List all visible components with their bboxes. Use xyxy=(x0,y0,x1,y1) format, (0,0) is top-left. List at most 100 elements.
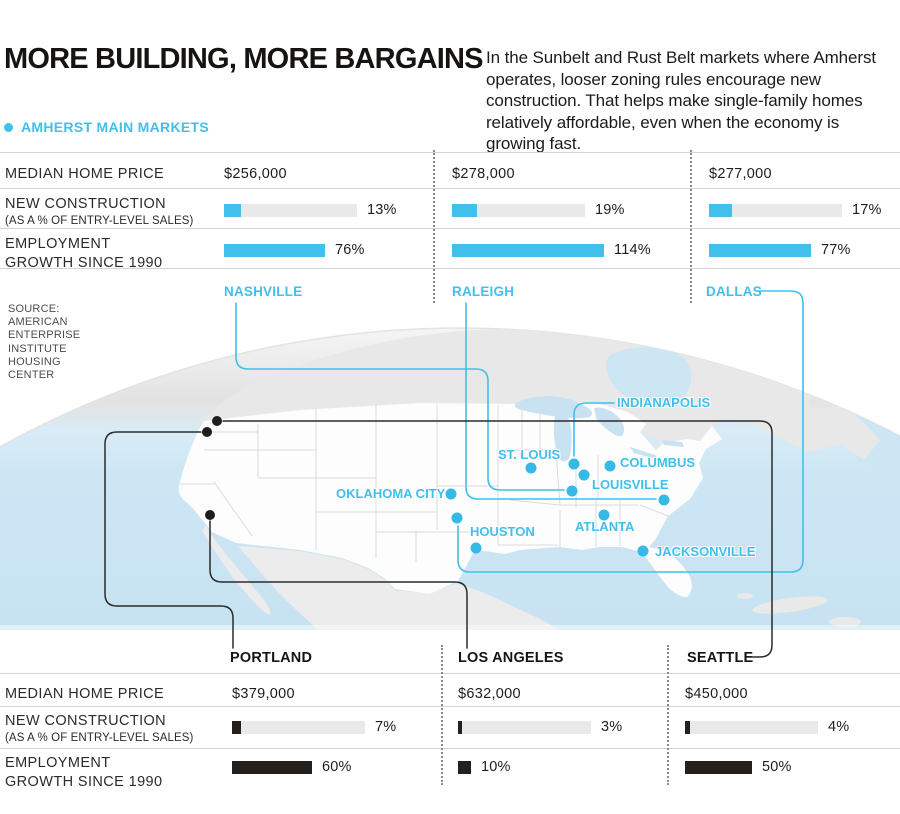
new-construction-bar-seattle: 4% xyxy=(685,719,849,735)
bar-fill xyxy=(709,203,732,217)
source-line: HOUSING xyxy=(8,355,61,368)
row-label-line: GROWTH SINCE 1990 xyxy=(5,255,163,271)
median-price-value: $277,000 xyxy=(709,166,772,182)
bar-fill xyxy=(458,760,471,774)
map-label-jacksonville: JACKSONVILLE xyxy=(655,544,756,559)
median-price-value: $256,000 xyxy=(224,166,287,182)
bar-value-label: 3% xyxy=(601,719,623,735)
divider-rule xyxy=(0,188,900,189)
new-construction-bar-nashville: 13% xyxy=(224,202,397,218)
bar-fill xyxy=(232,720,241,734)
arctic-island xyxy=(704,345,732,355)
source-line: AMERICAN xyxy=(8,316,68,329)
employment-growth-bar-seattle: 50% xyxy=(685,759,792,775)
row-label-line: EMPLOYMENT xyxy=(5,755,111,771)
bar-fill xyxy=(452,203,477,217)
employment-growth-bar-dallas: 77% xyxy=(709,242,851,258)
bar-value-label: 77% xyxy=(821,242,851,258)
median-price-value: $450,000 xyxy=(685,686,748,702)
new-construction-bar-dallas: 17% xyxy=(709,202,882,218)
bar-value-label: 4% xyxy=(828,719,850,735)
map-label-atlanta: ATLANTA xyxy=(575,519,635,534)
divider-rule xyxy=(0,152,900,153)
column-dotted-divider xyxy=(441,645,443,785)
column-dotted-divider xyxy=(667,645,669,785)
median-price-value: $278,000 xyxy=(452,166,515,182)
divider-rule xyxy=(0,228,900,229)
bar-track xyxy=(224,203,357,217)
bar-fill xyxy=(224,243,325,257)
column-dotted-divider xyxy=(433,150,435,303)
bar-value-label: 114% xyxy=(614,242,651,258)
bar-value-label: 13% xyxy=(367,202,397,218)
new-construction-bar-los-angeles: 3% xyxy=(458,719,622,735)
bar-fill xyxy=(232,760,312,774)
row-label-new-construction: NEW CONSTRUCTION (AS A % OF ENTRY-LEVEL … xyxy=(5,196,193,227)
row-label-median-price: MEDIAN HOME PRICE xyxy=(5,166,165,182)
row-label-subline: (AS A % OF ENTRY-LEVEL SALES) xyxy=(5,732,194,744)
legend-dot-icon xyxy=(4,122,13,132)
market-header-dallas: DALLAS xyxy=(706,284,762,299)
divider-rule xyxy=(0,268,900,269)
bar-fill xyxy=(685,760,752,774)
map-label-oklahoma-city: OKLAHOMA CITY xyxy=(336,486,446,501)
bar-track xyxy=(458,720,591,734)
divider-rule xyxy=(0,706,900,707)
bar-value-label: 17% xyxy=(852,202,882,218)
median-price-value: $632,000 xyxy=(458,686,521,702)
page-title: MORE BUILDING, MORE BARGAINS xyxy=(4,43,483,76)
bar-value-label: 19% xyxy=(595,202,625,218)
bar-value-label: 7% xyxy=(375,719,397,735)
employment-growth-bar-los-angeles: 10% xyxy=(458,759,511,775)
row-label-employment-growth: EMPLOYMENT GROWTH SINCE 1990 xyxy=(5,755,162,790)
row-label-line: NEW CONSTRUCTION xyxy=(5,713,167,729)
bar-track xyxy=(232,720,365,734)
employment-growth-bar-raleigh: 114% xyxy=(452,242,651,258)
bahamas-island xyxy=(737,593,753,599)
row-label-line: EMPLOYMENT xyxy=(5,236,111,252)
bar-value-label: 60% xyxy=(322,759,352,775)
row-label-line: GROWTH SINCE 1990 xyxy=(5,774,163,790)
new-construction-bar-portland: 7% xyxy=(232,719,396,735)
map-label-columbus: COLUMBUS xyxy=(620,455,696,470)
employment-growth-bar-nashville: 76% xyxy=(224,242,365,258)
caribbean-island xyxy=(829,617,861,627)
column-dotted-divider xyxy=(690,150,692,303)
map-label-houston: HOUSTON xyxy=(470,524,535,539)
bar-value-label: 10% xyxy=(481,759,511,775)
bar-value-label: 76% xyxy=(335,242,365,258)
divider-rule xyxy=(0,673,900,674)
map-label-indianapolis: INDIANAPOLIS xyxy=(617,395,711,410)
row-label-line: NEW CONSTRUCTION xyxy=(5,196,167,212)
market-header-nashville: NASHVILLE xyxy=(224,284,303,299)
bar-track xyxy=(452,203,585,217)
bar-fill xyxy=(452,243,604,257)
map-label-louisville: LOUISVILLE xyxy=(592,477,669,492)
globe-bottom-fade xyxy=(0,625,900,630)
median-price-value: $379,000 xyxy=(232,686,295,702)
market-header-seattle: SEATTLE xyxy=(687,650,754,666)
bar-track xyxy=(685,720,818,734)
legend: AMHERST MAIN MARKETS xyxy=(4,119,209,135)
row-label-subline: (AS A % OF ENTRY-LEVEL SALES) xyxy=(5,215,194,227)
new-construction-bar-raleigh: 19% xyxy=(452,202,625,218)
arctic-island xyxy=(746,348,790,368)
row-label-employment-growth: EMPLOYMENT GROWTH SINCE 1990 xyxy=(5,236,162,271)
market-header-los-angeles: LOS ANGELES xyxy=(458,650,564,666)
bar-fill xyxy=(224,203,241,217)
map-label-st-louis: ST. LOUIS xyxy=(498,447,561,462)
bar-track xyxy=(709,203,842,217)
bar-fill xyxy=(685,720,690,734)
intro-paragraph: In the Sunbelt and Rust Belt markets whe… xyxy=(486,48,876,153)
market-header-portland: PORTLAND xyxy=(230,650,313,666)
globe-us-map xyxy=(0,327,900,630)
row-label-new-construction: NEW CONSTRUCTION (AS A % OF ENTRY-LEVEL … xyxy=(5,713,193,744)
source-line: CENTER xyxy=(8,369,55,382)
bar-fill xyxy=(709,243,811,257)
source-line: INSTITUTE xyxy=(8,342,67,355)
legend-label: AMHERST MAIN MARKETS xyxy=(21,119,209,135)
source-line: SOURCE: xyxy=(8,303,60,315)
bar-value-label: 50% xyxy=(762,759,792,775)
divider-rule xyxy=(0,748,900,749)
